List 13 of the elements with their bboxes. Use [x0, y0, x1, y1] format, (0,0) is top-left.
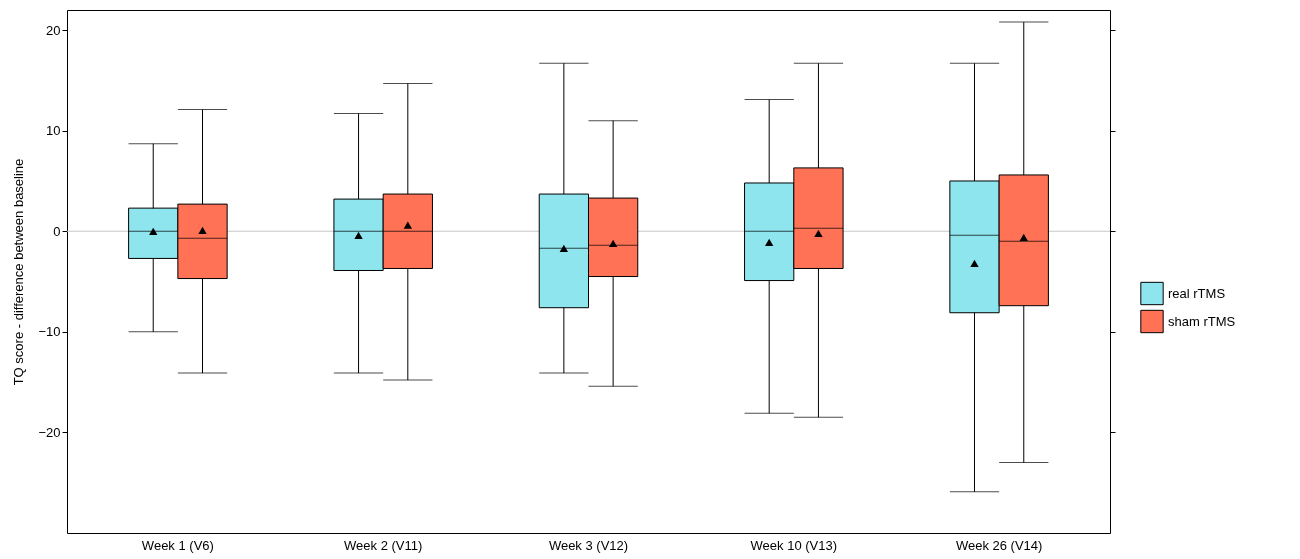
legend-label: real rTMS [1168, 285, 1226, 301]
y-tick-label: 10 [46, 123, 61, 139]
x-tick-label: Week 10 (V13) [750, 537, 838, 553]
y-tick-label: −20 [38, 424, 61, 440]
x-tick-label: Week 3 (V12) [548, 537, 629, 553]
x-tick-label: Week 2 (V11) [344, 537, 423, 553]
legend-label: sham rTMS [1168, 313, 1236, 329]
x-tick-label: Week 26 (V14) [955, 537, 1043, 553]
y-tick-label: 0 [53, 223, 61, 239]
y-axis-title: TQ score - difference between baseline [11, 158, 27, 386]
x-tick-label: Week 1 (V6) [141, 537, 214, 553]
y-tick-label: −10 [38, 324, 61, 340]
y-tick-label: 20 [46, 22, 61, 38]
